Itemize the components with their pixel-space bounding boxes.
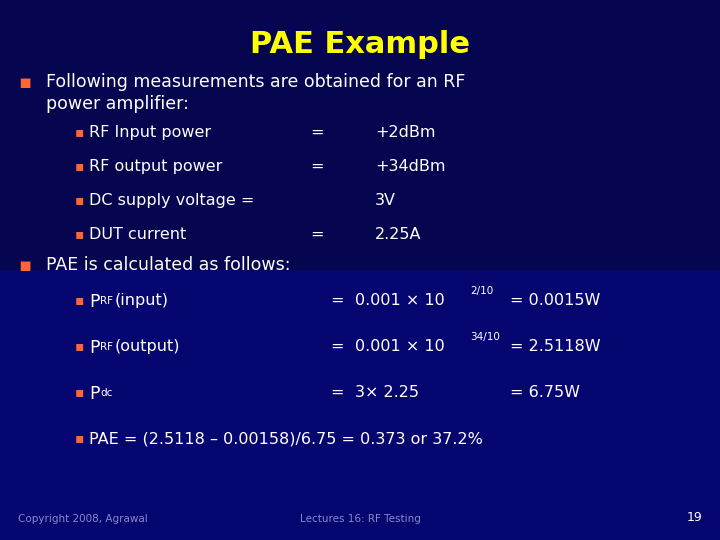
Text: +2dBm: +2dBm — [375, 125, 436, 140]
Text: Lectures 16: RF Testing: Lectures 16: RF Testing — [300, 514, 420, 524]
Text: ▪: ▪ — [75, 385, 84, 399]
Text: 0.001 × 10: 0.001 × 10 — [355, 339, 445, 354]
Text: ▪: ▪ — [75, 227, 84, 241]
Text: = 6.75W: = 6.75W — [510, 385, 580, 400]
Text: RF: RF — [100, 296, 113, 306]
Text: power amplifier:: power amplifier: — [46, 95, 189, 113]
Text: = 2.5118W: = 2.5118W — [510, 339, 600, 354]
Text: =: = — [330, 293, 343, 308]
Text: +34dBm: +34dBm — [375, 159, 446, 174]
Text: ▪: ▪ — [75, 193, 84, 207]
Text: ▪: ▪ — [75, 293, 84, 307]
Text: =: = — [310, 227, 323, 242]
Text: DUT current: DUT current — [89, 227, 186, 242]
Bar — [0, 270, 720, 540]
Text: = 0.0015W: = 0.0015W — [510, 293, 600, 308]
Text: dc: dc — [100, 388, 112, 398]
Text: 2/10: 2/10 — [470, 286, 493, 296]
Text: (input): (input) — [115, 293, 169, 308]
Text: 0.001 × 10: 0.001 × 10 — [355, 293, 445, 308]
Text: Copyright 2008, Agrawal: Copyright 2008, Agrawal — [18, 514, 148, 524]
Text: PAE = (2.5118 – 0.00158)/6.75 = 0.373 or 37.2%: PAE = (2.5118 – 0.00158)/6.75 = 0.373 or… — [89, 431, 483, 446]
Text: ▪: ▪ — [18, 73, 31, 92]
Text: 34/10: 34/10 — [470, 332, 500, 342]
Text: ▪: ▪ — [75, 125, 84, 139]
Text: 3V: 3V — [375, 193, 396, 208]
Text: =: = — [330, 385, 343, 400]
Text: PAE Example: PAE Example — [250, 30, 470, 59]
Text: DC supply voltage =: DC supply voltage = — [89, 193, 254, 208]
Text: ▪: ▪ — [75, 159, 84, 173]
Text: 19: 19 — [686, 511, 702, 524]
Text: P: P — [89, 293, 99, 311]
Text: RF output power: RF output power — [89, 159, 222, 174]
Text: PAE is calculated as follows:: PAE is calculated as follows: — [46, 256, 290, 274]
Text: RF: RF — [100, 342, 113, 352]
Text: Following measurements are obtained for an RF: Following measurements are obtained for … — [46, 73, 465, 91]
Text: ▪: ▪ — [75, 339, 84, 353]
Text: =: = — [330, 339, 343, 354]
Text: =: = — [310, 125, 323, 140]
Text: 3× 2.25: 3× 2.25 — [355, 385, 419, 400]
Text: ▪: ▪ — [75, 431, 84, 445]
Text: =: = — [310, 159, 323, 174]
Text: ▪: ▪ — [18, 256, 31, 275]
Text: 2.25A: 2.25A — [375, 227, 421, 242]
Text: P: P — [89, 385, 99, 403]
Text: RF Input power: RF Input power — [89, 125, 211, 140]
Bar — [0, 0, 720, 270]
Text: (output): (output) — [115, 339, 181, 354]
Text: P: P — [89, 339, 99, 357]
